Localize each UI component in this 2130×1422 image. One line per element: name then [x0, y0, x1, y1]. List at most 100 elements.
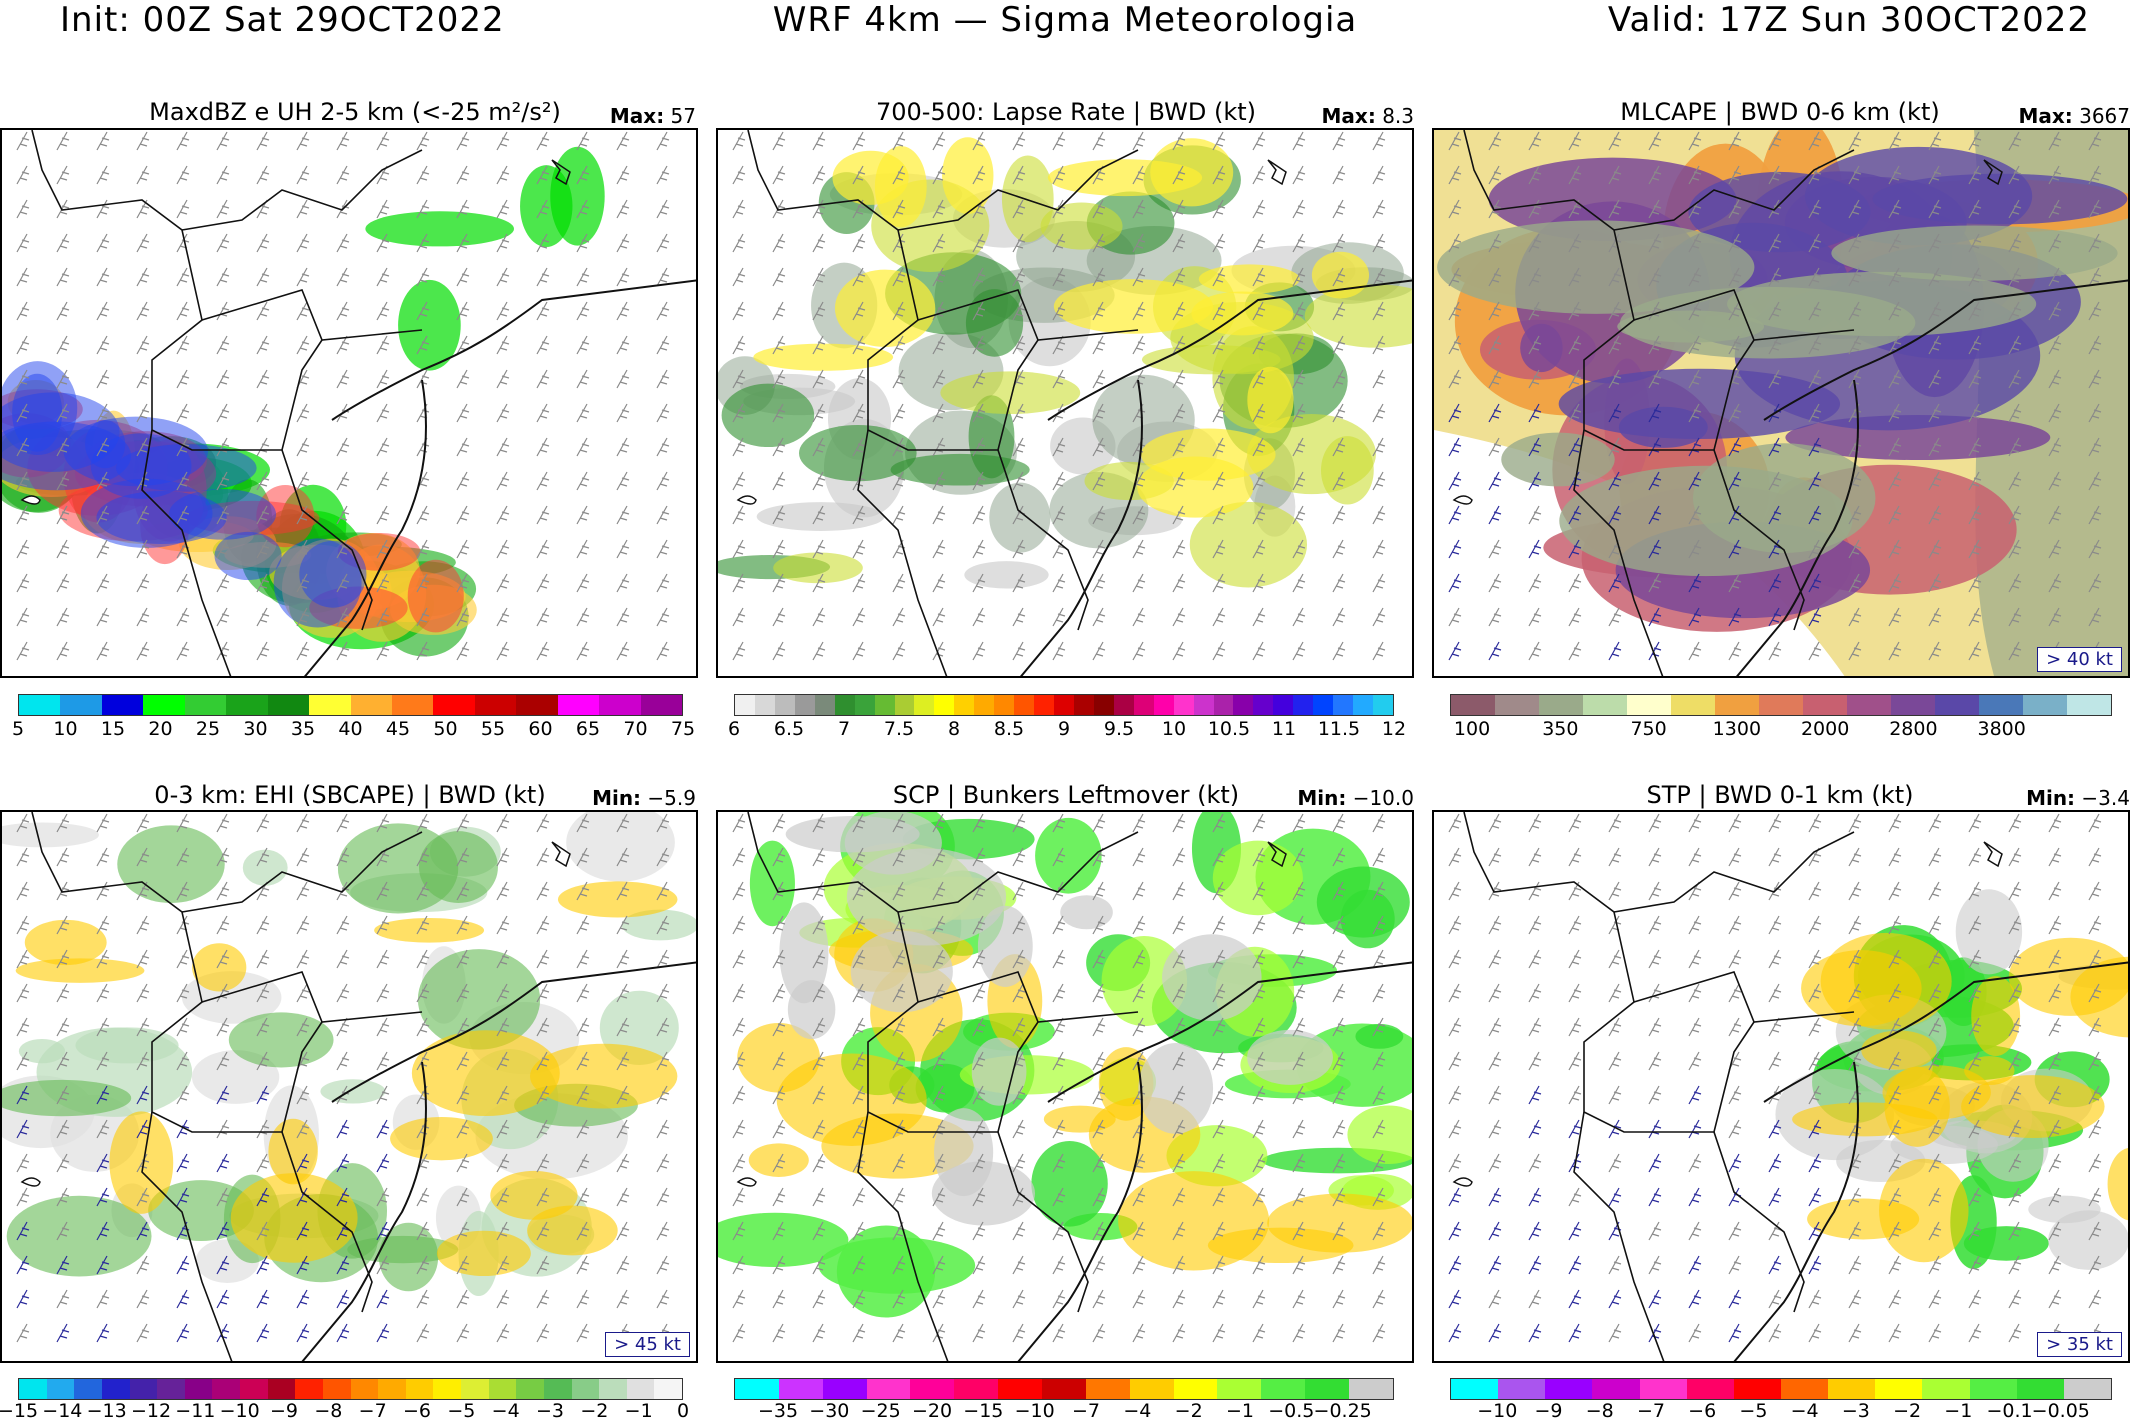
stat-value: −10.0	[1352, 786, 1414, 810]
wind-barb	[732, 1119, 746, 1139]
wind-barb	[1052, 1051, 1066, 1071]
wind-barb	[2088, 267, 2102, 287]
colorbar-label: −7	[358, 1400, 387, 1422]
field-blob	[320, 1079, 386, 1104]
wind-barb	[336, 233, 350, 253]
wind-barb	[2008, 607, 2022, 627]
wind-barb	[1372, 881, 1386, 901]
wind-barb	[1848, 1323, 1862, 1343]
wind-barb	[1888, 301, 1902, 321]
wind-barb	[1372, 437, 1386, 457]
wind-barb	[1092, 403, 1106, 423]
wind-barb	[772, 1289, 786, 1309]
wind-barb	[456, 539, 470, 559]
wind-barb	[1332, 847, 1346, 867]
wind-barb	[1372, 573, 1386, 593]
wind-barb	[256, 403, 270, 423]
wind-barb	[376, 471, 390, 491]
wind-barb	[2048, 1221, 2062, 1241]
wind-barb	[336, 1323, 350, 1343]
wind-barb	[616, 1187, 630, 1207]
wind-barb	[256, 1085, 270, 1105]
field-blob	[915, 1063, 975, 1113]
wind-barb	[136, 369, 150, 389]
wind-barb	[852, 847, 866, 867]
wind-barb	[16, 813, 30, 833]
wind-barb	[812, 1255, 826, 1275]
wind-barb	[1648, 1119, 1662, 1139]
wind-barb	[1332, 233, 1346, 253]
wind-barb	[16, 233, 30, 253]
colorbar-label: 65	[575, 718, 601, 740]
wind-barb	[812, 1187, 826, 1207]
wind-barb	[136, 1323, 150, 1343]
wind-barb	[1252, 1255, 1266, 1275]
wind-barb	[1332, 1289, 1346, 1309]
wind-barb	[536, 539, 550, 559]
map-panel[interactable]	[716, 128, 1414, 678]
field-blob	[721, 383, 815, 448]
wind-barb	[1372, 199, 1386, 219]
wind-barb	[1052, 505, 1066, 525]
wind-barb	[892, 949, 906, 969]
wind-barb	[576, 335, 590, 355]
wind-barb	[1332, 1051, 1346, 1071]
wind-barb	[732, 369, 746, 389]
wind-barb	[576, 301, 590, 321]
wind-barbs	[732, 131, 1386, 661]
wind-barb	[2088, 539, 2102, 559]
wind-barb	[1488, 267, 1502, 287]
wind-barb	[892, 983, 906, 1003]
map-panel[interactable]: > 40 kt	[1432, 128, 2130, 678]
wind-barb	[1332, 1119, 1346, 1139]
wind-barb	[1372, 233, 1386, 253]
wind-barb	[176, 1153, 190, 1173]
wind-barb	[536, 813, 550, 833]
field-blob	[1501, 432, 1615, 487]
wind-barb	[772, 165, 786, 185]
wind-barb	[1292, 847, 1306, 867]
wind-barb	[1012, 1085, 1026, 1105]
wind-barb	[2048, 1255, 2062, 1275]
wind-barb	[1848, 1289, 1862, 1309]
wind-barb	[1968, 1085, 1982, 1105]
wind-barb	[2008, 437, 2022, 457]
wind-barb	[1768, 1255, 1782, 1275]
wind-barb	[1808, 1255, 1822, 1275]
wind-barb	[1808, 505, 1822, 525]
colorbar-swatch	[1495, 695, 1539, 715]
wind-barb	[1688, 1289, 1702, 1309]
wind-barb	[2008, 573, 2022, 593]
wind-barb	[1252, 505, 1266, 525]
field-blob	[1198, 264, 1300, 294]
wind-barb	[732, 199, 746, 219]
colorbar-swatch	[1014, 695, 1035, 715]
wind-barb	[256, 1187, 270, 1207]
wind-barb	[336, 641, 350, 661]
map-panel[interactable]	[0, 128, 698, 678]
map-panel[interactable]	[716, 810, 1414, 1363]
colorbar-swatch	[378, 1379, 406, 1399]
wind-barb	[1768, 1017, 1782, 1037]
wind-barb	[1688, 403, 1702, 423]
wind-barb	[576, 1051, 590, 1071]
wind-barb	[1092, 1289, 1106, 1309]
wind-barb	[136, 131, 150, 151]
state-border	[1573, 1111, 1665, 1361]
wind-barb	[2048, 1153, 2062, 1173]
wind-barb	[1688, 607, 1702, 627]
wind-barb	[256, 1323, 270, 1343]
wind-barb	[376, 539, 390, 559]
wind-barb	[772, 233, 786, 253]
wind-barb	[56, 131, 70, 151]
wind-barb	[1448, 131, 1462, 151]
map-panel[interactable]: > 35 kt	[1432, 810, 2130, 1363]
wind-barb	[1212, 437, 1226, 457]
field-blob	[773, 552, 863, 584]
wind-barb	[972, 813, 986, 833]
wind-barb	[1052, 267, 1066, 287]
wind-barb	[972, 1323, 986, 1343]
field-blob	[490, 1170, 578, 1220]
map-panel[interactable]: > 45 kt	[0, 810, 698, 1363]
wind-barb	[456, 1187, 470, 1207]
